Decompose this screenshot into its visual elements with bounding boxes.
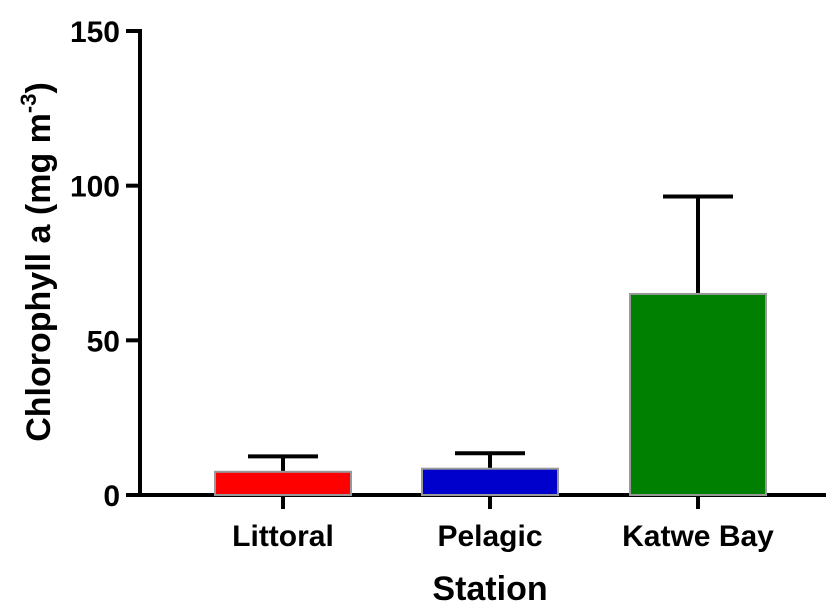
y-axis-title-close: )	[20, 82, 58, 93]
y-tick-label: 100	[70, 171, 120, 204]
x-tick-label: Littoral	[232, 520, 334, 553]
y-tick-label: 0	[103, 480, 120, 513]
y-tick-label: 50	[87, 325, 120, 358]
bar-pelagic	[421, 467, 559, 496]
y-axis: 0 50 100 150	[70, 16, 142, 513]
x-axis: Littoral Pelagic Katwe Bay	[138, 493, 826, 553]
bar-littoral	[214, 470, 352, 496]
y-axis-title-text: Chlorophyll a (mg m	[20, 113, 58, 442]
x-tick-label: Pelagic	[437, 520, 542, 553]
x-tick-label: Katwe Bay	[622, 520, 774, 553]
bars	[214, 194, 767, 496]
bar-katwe-bay	[629, 292, 767, 496]
x-axis-title: Station	[432, 570, 547, 605]
y-axis-title-sup: -3	[16, 94, 41, 114]
y-tick-label: 150	[70, 16, 120, 49]
y-axis-title: Chlorophyll a (mg m-3)	[16, 82, 58, 442]
